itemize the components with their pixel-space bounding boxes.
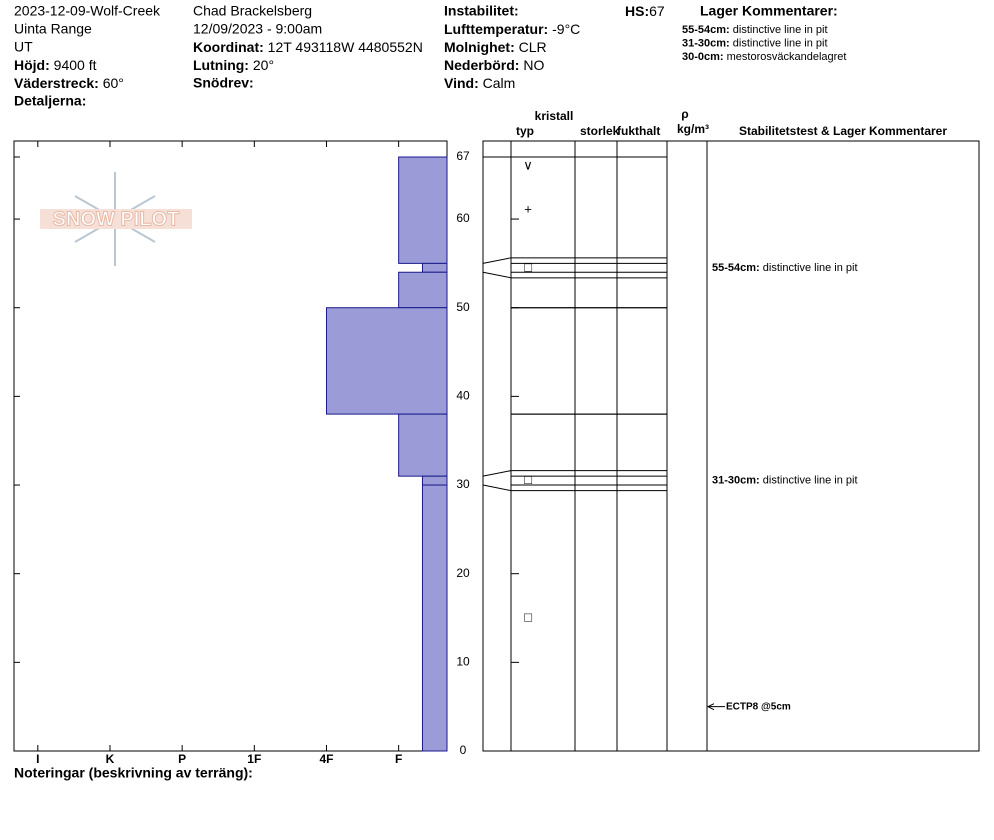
hardness-bar [325, 307, 448, 415]
text: distinctive line in pit [733, 37, 828, 49]
value: NO [523, 57, 544, 73]
x-tick-label: 1F [247, 752, 261, 766]
grain-symbol: □ [524, 472, 532, 487]
coord: Koordinat: 12T 493118W 4480552N [193, 39, 423, 55]
y-tick-label: 30 [456, 477, 470, 491]
value: CLR [519, 39, 547, 55]
label: HS: [625, 3, 649, 19]
header-comments: 55-54cm: distinctive line in pit31-30cm:… [682, 24, 846, 63]
col-header: kg/m³ [677, 122, 709, 136]
col-header: ρ [681, 107, 688, 121]
elevation: Höjd: 9400 ft [14, 57, 97, 73]
value: 12T 493118W 4480552N [268, 39, 423, 55]
col-header: Stabilitetstest & Lager Kommentarer [739, 124, 947, 138]
observer: Chad Brackelsberg [193, 3, 312, 19]
label: 30-0cm: [682, 51, 724, 63]
col-header: kristall [535, 109, 574, 123]
test-label: ECTP8 @5cm [726, 701, 791, 712]
label: Vind: [444, 75, 479, 91]
grain-symbol: ∨ [523, 157, 533, 172]
label: 55-54cm: [712, 262, 760, 274]
value: 60° [103, 75, 124, 91]
value: 20° [253, 57, 274, 73]
layer-comment: 55-54cm: distinctive line in pit [712, 262, 858, 274]
layer-comment: 31-30cm: distinctive line in pit [712, 475, 858, 487]
text: distinctive line in pit [763, 262, 858, 274]
airtemp: Lufttemperatur: -9°C [444, 21, 580, 37]
header-comment: 55-54cm: distinctive line in pit [682, 24, 828, 36]
grain-symbol: □ [524, 609, 532, 624]
hardness-bar [421, 475, 448, 486]
value: Calm [483, 75, 516, 91]
y-tick-label: 20 [456, 566, 470, 580]
hardness-bar [421, 262, 448, 273]
col-header: storlek [580, 124, 620, 138]
datetime: 12/09/2023 - 9:00am [193, 21, 322, 37]
label: Molnighet: [444, 39, 515, 55]
label: 31-30cm: [712, 475, 760, 487]
y-tick-label: 0 [460, 743, 467, 757]
aspect: Väderstreck: 60° [14, 75, 124, 91]
layer-connector [482, 257, 512, 264]
value: 67 [649, 3, 665, 19]
layer-connector [482, 271, 512, 279]
label: Väderstreck: [14, 75, 99, 91]
label: Koordinat: [193, 39, 264, 55]
x-tick-label: P [178, 752, 186, 766]
label: Lutning: [193, 57, 249, 73]
hs: HS:67 [625, 3, 665, 19]
label: 31-30cm: [682, 37, 730, 49]
y-tick-label: 60 [456, 211, 470, 225]
y-tick-label: 40 [456, 389, 470, 403]
logo [40, 172, 192, 266]
drift-label: Snödrev: [193, 75, 254, 91]
col-header: typ [516, 124, 534, 138]
x-tick-label: 4F [319, 752, 333, 766]
hardness-bar [398, 413, 448, 477]
layer-connector [482, 470, 512, 477]
range: Uinta Range [14, 21, 92, 37]
precip: Nederbörd: NO [444, 57, 544, 73]
hardness-bar [398, 156, 448, 264]
hardness-frame [13, 140, 448, 752]
instability-label: Instabilitet: [444, 3, 519, 19]
label: Lufttemperatur: [444, 21, 548, 37]
x-tick-label: K [106, 752, 115, 766]
value: 9400 ft [54, 57, 97, 73]
label: Höjd: [14, 57, 50, 73]
text: mestorosväckandelagret [727, 51, 847, 63]
label: Nederbörd: [444, 57, 519, 73]
logo-text: SNOW PILOT [53, 208, 180, 230]
value: -9°C [552, 21, 580, 37]
grain-symbol: □ [524, 259, 532, 274]
layer-connector [482, 484, 512, 492]
state: UT [14, 39, 33, 55]
x-tick-label: F [395, 752, 402, 766]
y-tick-label: 50 [456, 300, 470, 314]
slope: Lutning: 20° [193, 57, 274, 73]
sky: Molnighet: CLR [444, 39, 547, 55]
details-label: Detaljerna: [14, 93, 86, 109]
comments-title: Lager Kommentarer: [700, 3, 838, 19]
y-tick-label: 67 [456, 149, 470, 163]
hardness-bar [398, 271, 448, 309]
site: 2023-12-09-Wolf-Creek [14, 3, 161, 19]
y-tick-label: 10 [456, 655, 470, 669]
text: distinctive line in pit [763, 475, 858, 487]
x-tick-label: I [36, 752, 39, 766]
wind: Vind: Calm [444, 75, 515, 91]
test-arrowhead [706, 703, 715, 711]
header-comment: 31-30cm: distinctive line in pit [682, 37, 828, 49]
text: distinctive line in pit [733, 24, 828, 36]
col-header: fukthalt [617, 124, 660, 138]
hardness-bar [421, 484, 448, 752]
header-comment: 30-0cm: mestorosväckandelagret [682, 51, 846, 63]
grain-symbol: + [524, 202, 532, 217]
label: 55-54cm: [682, 24, 730, 36]
notes-label: Noteringar (beskrivning av terräng): [14, 765, 253, 781]
layers-frame [482, 140, 980, 752]
